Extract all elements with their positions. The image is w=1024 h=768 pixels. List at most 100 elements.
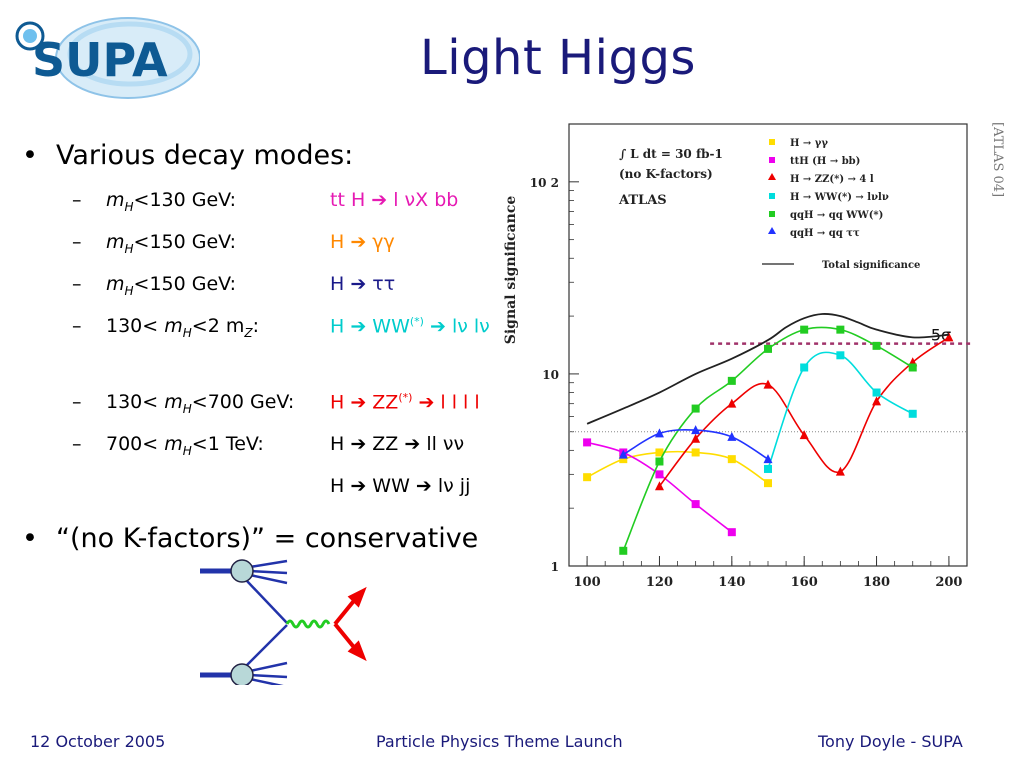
- footer-author: Tony Doyle - SUPA: [818, 732, 963, 751]
- dash: –: [72, 391, 82, 413]
- legend-marker: [769, 211, 775, 217]
- logo-text: SUPA: [32, 33, 168, 87]
- data-point-square: [583, 438, 592, 447]
- data-point-square: [619, 546, 628, 555]
- x-tick-label: 140: [718, 575, 745, 590]
- decay-mode-6: – 700< mH<1 TeV: H ➔ ZZ ➔ ll νν: [22, 433, 562, 475]
- decay-process: H ➔ ZZ(*) ➔ l l l l: [330, 391, 480, 414]
- legend-label: Total significance: [822, 260, 920, 271]
- data-point-triangle: [799, 430, 809, 440]
- x-tick-label: 200: [935, 575, 962, 590]
- data-point-square: [908, 409, 917, 418]
- data-point-square: [764, 464, 772, 473]
- legend-header-line: ATLAS: [618, 193, 667, 208]
- legend-header-line: ∫ L dt = 30 fb-1: [619, 147, 723, 161]
- decay-mode-1: – mH<130 GeV: tt H ➔ l νX bb: [22, 189, 562, 231]
- data-point-square: [764, 344, 772, 353]
- dash: –: [72, 273, 82, 295]
- decay-mode-7: H ➔ WW ➔ lν jj: [22, 475, 562, 505]
- x-tick-label: 160: [791, 575, 818, 590]
- bullet-decay-modes: • Various decay modes:: [22, 140, 354, 171]
- y-tick-label: 10 2: [530, 176, 559, 190]
- proton-bottom: [230, 663, 254, 685]
- mass-range: mH<150 GeV:: [106, 231, 237, 256]
- data-point-triangle: [654, 481, 664, 491]
- x-tick-label: 120: [646, 575, 673, 590]
- footer-event: Particle Physics Theme Launch: [376, 732, 623, 751]
- legend-label: ttH (H → bb): [790, 156, 860, 167]
- legend-label: H → WW(*) → lνlν: [790, 192, 889, 203]
- significance-chart: 1 10 10 2 100 120 140 160 180 200 Signal signific…: [503, 123, 971, 590]
- y-tick-label: 10: [542, 368, 559, 382]
- mass-range: mH<130 GeV:: [106, 189, 237, 214]
- data-point-square: [691, 448, 700, 457]
- data-point-triangle: [691, 433, 701, 443]
- legend-marker: [769, 157, 775, 163]
- decay-process: H ➔ WW ➔ lν jj: [330, 475, 471, 497]
- mass-range: mH<150 GeV:: [106, 273, 237, 298]
- data-point-square: [655, 457, 664, 466]
- spacer: [22, 357, 562, 391]
- dash: –: [72, 315, 82, 337]
- mass-range: 130< mH<2 mZ:: [106, 315, 259, 340]
- decay-process: tt H ➔ l νX bb: [330, 189, 459, 211]
- data-point-triangle: [763, 379, 773, 389]
- higgs-propagator: [285, 619, 331, 629]
- data-point-square: [655, 470, 664, 479]
- x-tick-label: 180: [863, 575, 890, 590]
- decay-mode-5: – 130< mH<700 GeV: H ➔ ZZ(*) ➔ l l l l: [22, 391, 562, 433]
- data-point-square: [655, 448, 664, 457]
- slide-title: Light Higgs: [420, 30, 696, 86]
- data-point-square: [691, 404, 700, 413]
- footer-date: 12 October 2005: [30, 732, 166, 751]
- data-point-square: [727, 376, 736, 385]
- data-point-square: [727, 455, 736, 464]
- atlas-reference: [ATLAS 04]: [990, 122, 1004, 197]
- dash: –: [72, 433, 82, 455]
- decay-process: H ➔ ττ: [330, 273, 396, 295]
- decay-mode-3: – mH<150 GeV: H ➔ ττ: [22, 273, 562, 315]
- data-point-square: [764, 479, 772, 488]
- data-point-square: [619, 455, 628, 464]
- data-point-triangle: [727, 398, 737, 408]
- data-point-square: [836, 325, 845, 334]
- mass-range: 700< mH<1 TeV:: [106, 433, 264, 458]
- legend-label: qqH → qq ττ: [790, 228, 860, 239]
- data-point-square: [727, 528, 736, 537]
- legend-marker: [769, 139, 775, 145]
- series-line-6: [586, 313, 949, 425]
- data-point-triangle: [944, 332, 954, 342]
- mass-range: 130< mH<700 GeV:: [106, 391, 295, 416]
- data-point-triangle: [654, 428, 664, 438]
- legend-label: H → ZZ(*) → 4 l: [790, 174, 874, 185]
- data-point-square: [836, 351, 845, 360]
- data-point-square: [800, 325, 809, 334]
- legend-marker: [769, 193, 775, 199]
- data-point-square: [800, 363, 809, 372]
- dash: –: [72, 231, 82, 253]
- legend-label: qqH → qq WW(*): [790, 210, 883, 221]
- decay-mode-4: – 130< mH<2 mZ: H ➔ WW(*) ➔ lν lν: [22, 315, 562, 357]
- data-point-triangle: [835, 466, 845, 476]
- legend-header-line: (no K-factors): [619, 167, 713, 181]
- legend-marker: [768, 227, 776, 234]
- data-point-triangle: [872, 396, 882, 406]
- supa-logo: SUPA: [15, 17, 200, 99]
- legend-marker: [768, 173, 776, 180]
- data-point-triangle: [618, 449, 628, 459]
- svg-text:[ATLAS 04]: [ATLAS 04]: [990, 122, 1004, 197]
- bullet-conservative: • “(no K-factors)” = conservative: [22, 523, 479, 554]
- x-tick-label: 100: [574, 575, 601, 590]
- data-point-square: [872, 388, 881, 397]
- feynman-diagram: [200, 559, 367, 685]
- decay-process: H ➔ ZZ ➔ ll νν: [330, 433, 465, 455]
- decay-process: H ➔ γγ: [330, 231, 395, 253]
- data-point-triangle: [763, 454, 773, 464]
- bullet-list: • Various decay modes: – mH<130 GeV: tt H ➔…: [22, 140, 562, 554]
- data-point-triangle: [691, 425, 701, 435]
- dash: –: [72, 189, 82, 211]
- data-point-square: [583, 473, 592, 482]
- data-point-square: [908, 363, 917, 372]
- y-tick-label: 1: [551, 560, 559, 574]
- decay-mode-list: – mH<130 GeV: tt H ➔ l νX bb – mH<150 GeV: H …: [22, 189, 562, 505]
